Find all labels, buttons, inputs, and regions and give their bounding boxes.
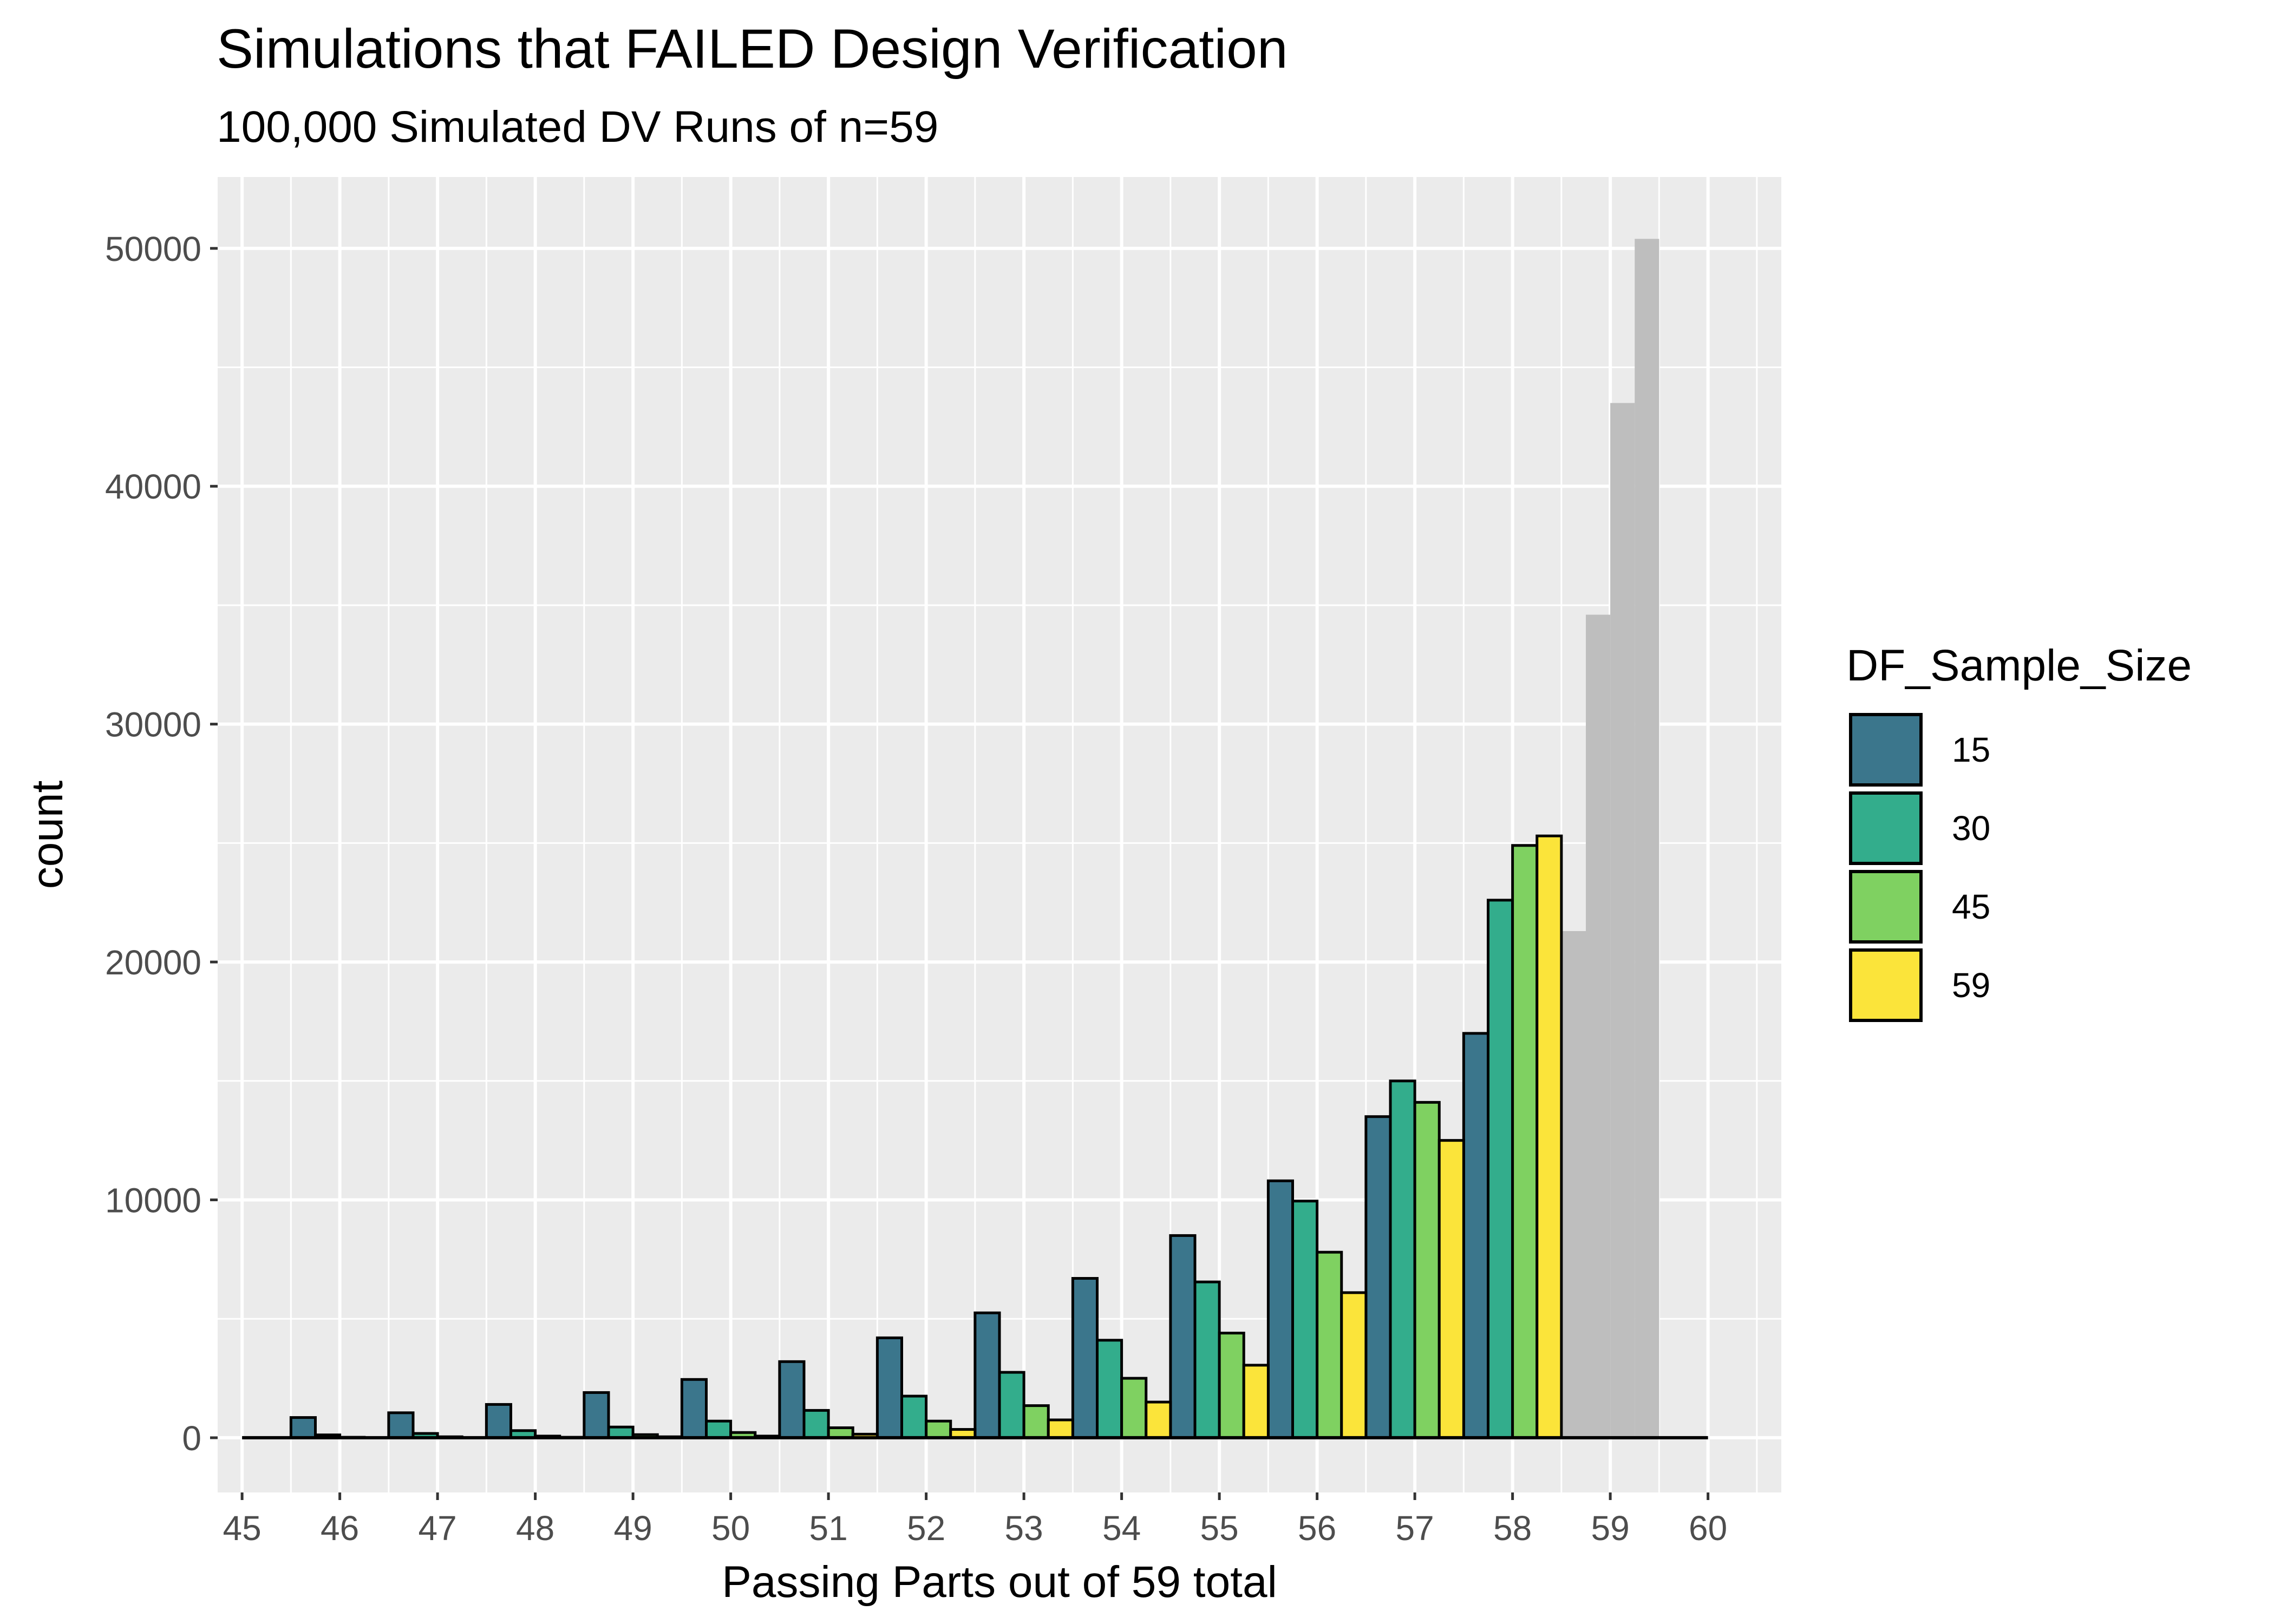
bar-59 <box>1535 834 1563 1439</box>
bar-59 <box>1145 1400 1172 1439</box>
passing-bar <box>1610 403 1635 1438</box>
x-tick-label: 49 <box>614 1509 652 1548</box>
bar-30 <box>1193 1280 1221 1439</box>
x-tick-label: 53 <box>1005 1509 1043 1548</box>
x-tick-label: 45 <box>223 1509 262 1548</box>
bars <box>289 239 1659 1439</box>
bar-15 <box>289 1416 317 1439</box>
y-axis-title: count <box>23 780 72 889</box>
y-tick-label: 40000 <box>105 467 201 506</box>
bar-15 <box>1364 1115 1392 1439</box>
x-tick-label: 47 <box>419 1509 457 1548</box>
bar-15 <box>875 1336 903 1439</box>
bar-45 <box>1316 1250 1343 1439</box>
legend-swatch-59 <box>1849 948 1923 1022</box>
legend-swatch-15 <box>1849 713 1923 787</box>
y-tick-label: 10000 <box>105 1181 201 1220</box>
legend-swatch-45 <box>1849 870 1923 944</box>
x-tick-label: 46 <box>321 1509 359 1548</box>
bar-59 <box>1047 1418 1074 1439</box>
bar-15 <box>1462 1032 1489 1439</box>
bar-45 <box>1120 1377 1148 1439</box>
bar-15 <box>1071 1277 1099 1439</box>
bar-15 <box>387 1411 415 1439</box>
y-tick-label: 20000 <box>105 943 201 982</box>
x-tick-label: 55 <box>1200 1509 1239 1548</box>
passing-bar <box>1586 614 1611 1438</box>
chart-title: Simulations that FAILED Design Verificat… <box>217 18 1288 80</box>
x-axis-title: Passing Parts out of 59 total <box>722 1557 1277 1607</box>
x-tick-label: 57 <box>1396 1509 1434 1548</box>
legend-title: DF_Sample_Size <box>1846 641 2192 690</box>
y-tick-label: 30000 <box>105 705 201 744</box>
bar-45 <box>925 1419 952 1439</box>
x-tick-label: 54 <box>1102 1509 1141 1548</box>
bar-30 <box>705 1419 733 1439</box>
bar-59 <box>1340 1291 1368 1439</box>
x-tick-label: 58 <box>1493 1509 1532 1548</box>
x-tick-label: 48 <box>516 1509 554 1548</box>
bar-59 <box>1437 1139 1465 1439</box>
bar-30 <box>802 1409 830 1439</box>
x-tick-label: 50 <box>711 1509 750 1548</box>
y-tick-label: 0 <box>182 1419 201 1458</box>
chart-subtitle: 100,000 Simulated DV Runs of n=59 <box>217 102 938 152</box>
x-tick-label: 59 <box>1591 1509 1630 1548</box>
bar-45 <box>1022 1404 1050 1439</box>
legend-label-15: 15 <box>1952 730 1990 769</box>
bar-30 <box>1389 1079 1416 1439</box>
bar-30 <box>1291 1200 1319 1439</box>
x-tick-label: 60 <box>1689 1509 1727 1548</box>
bar-45 <box>1413 1101 1441 1439</box>
x-tick-label: 56 <box>1298 1509 1336 1548</box>
bar-15 <box>485 1403 512 1439</box>
bar-15 <box>778 1360 806 1439</box>
y-tick-label: 50000 <box>105 230 201 269</box>
legend-label-59: 59 <box>1952 966 1990 1005</box>
bar-15 <box>680 1378 708 1439</box>
bar-30 <box>900 1394 928 1439</box>
x-tick-label: 51 <box>809 1509 848 1548</box>
bar-45 <box>1218 1332 1245 1439</box>
bar-30 <box>1096 1339 1123 1439</box>
bar-15 <box>1266 1179 1294 1439</box>
legend-label-30: 30 <box>1952 809 1990 848</box>
passing-bar <box>1561 931 1586 1438</box>
legend: DF_Sample_Size 15 30 45 59 <box>1846 641 2192 1022</box>
passing-bar <box>1635 239 1659 1438</box>
bar-30 <box>1487 899 1514 1439</box>
legend-label-45: 45 <box>1952 887 1990 926</box>
axis-ticks: 45 46 47 48 49 50 51 52 53 54 55 56 57 58 59 60 0 10000 20… <box>105 230 1727 1548</box>
bar-30 <box>998 1371 1025 1439</box>
legend-swatch-30 <box>1849 791 1923 865</box>
bar-15 <box>1169 1234 1197 1439</box>
bar-15 <box>973 1311 1001 1439</box>
bar-15 <box>583 1391 610 1439</box>
legend-items: 15 30 45 59 <box>1849 713 1990 1022</box>
x-tick-label: 52 <box>907 1509 945 1548</box>
bar-45 <box>1511 844 1539 1439</box>
bar-59 <box>1242 1364 1270 1439</box>
